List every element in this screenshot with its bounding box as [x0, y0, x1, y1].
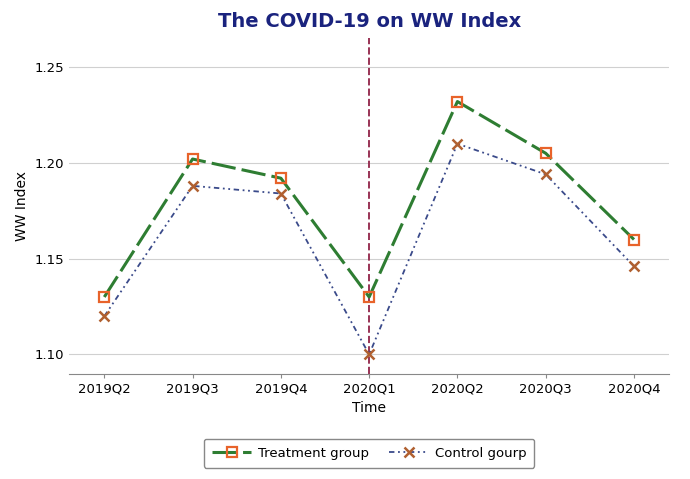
X-axis label: Time: Time [352, 401, 386, 415]
Title: The COVID-19 on WW Index: The COVID-19 on WW Index [217, 12, 521, 31]
Legend: Treatment group, Control gourp: Treatment group, Control gourp [204, 439, 535, 468]
Y-axis label: WW Index: WW Index [15, 171, 29, 241]
